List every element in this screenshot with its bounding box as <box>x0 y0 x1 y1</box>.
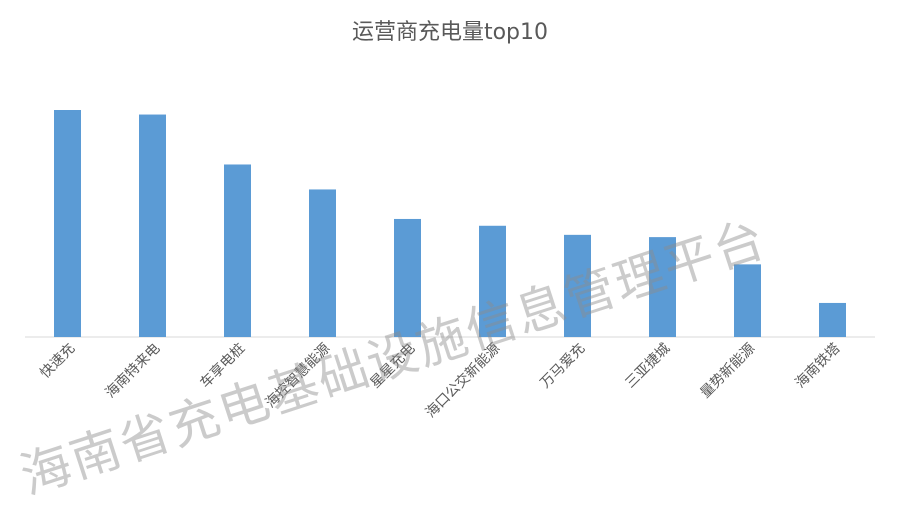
x-tick-label-3: 车享电桩 <box>197 340 249 392</box>
bar-8 <box>649 237 676 337</box>
chart-title: 运营商充电量top10 <box>351 20 549 45</box>
x-tick-label-1: 快速充 <box>37 341 78 382</box>
bar-4 <box>309 189 336 337</box>
bar-9 <box>734 264 761 337</box>
bar-2 <box>139 114 166 337</box>
bar-5 <box>394 218 421 337</box>
x-tick-label-8: 三亚捷城 <box>622 341 673 392</box>
x-tick-label-2: 海南特来电 <box>103 341 164 402</box>
bar-chart: 快速充 海南特来电 车享电桩 海控智慧能源 星星充电 海口公交新能源 万马爱充 三亚捷城 量势新… <box>25 110 875 421</box>
x-tick-label-4: 海控智慧能源 <box>263 341 334 412</box>
bar-7 <box>564 234 591 337</box>
bar-1 <box>54 110 81 337</box>
x-tick-label-10: 海南铁塔 <box>792 341 843 392</box>
x-tick-label-7: 万马爱充 <box>537 341 588 392</box>
bar-6 <box>479 225 506 337</box>
x-tick-label-5: 星星充电 <box>367 341 418 392</box>
x-tick-label-9: 量势新能源 <box>698 341 759 402</box>
x-tick-label-6: 海口公交新能源 <box>422 340 503 421</box>
bar-3 <box>224 164 251 337</box>
chart-container: 运营商充电量top10 快速充 海南特来电 车享电桩 海控智慧能源 星星充电 海口公交新能… <box>13 20 875 506</box>
bar-10 <box>819 302 846 337</box>
